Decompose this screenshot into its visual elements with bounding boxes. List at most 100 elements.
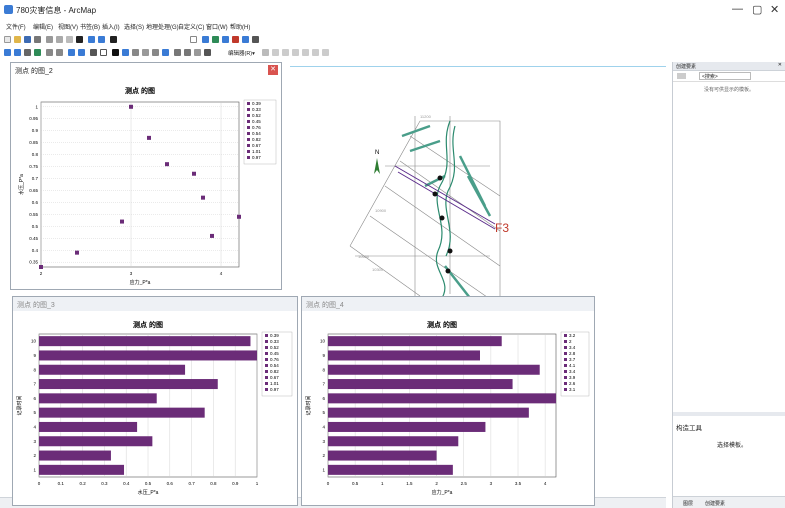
chart-window-titlebar[interactable]: 测点 的图_3 [13, 297, 297, 311]
close-button[interactable]: ✕ [770, 4, 780, 16]
new-icon[interactable] [4, 36, 11, 43]
fault-label: F3 [495, 221, 509, 235]
back-icon[interactable] [68, 49, 75, 56]
arctoolbox-icon[interactable] [242, 36, 249, 43]
hyperlink-icon[interactable] [132, 49, 139, 56]
legend-swatch [247, 126, 250, 129]
legend-entry: 0.82 [270, 369, 279, 374]
scale-dropdown[interactable] [190, 36, 197, 43]
print-icon[interactable] [34, 36, 41, 43]
attributes-icon[interactable] [312, 49, 319, 56]
rotate-tool-icon[interactable] [302, 49, 309, 56]
find-route-icon[interactable] [174, 49, 181, 56]
select-features-icon[interactable] [90, 49, 97, 56]
y-tick-label: 2 [322, 453, 325, 458]
menu-help[interactable]: 帮助(H) [230, 25, 251, 31]
go-to-xy-icon[interactable] [184, 49, 191, 56]
scatter-point [147, 135, 151, 140]
full-extent-icon[interactable] [34, 49, 41, 56]
time-slider-icon[interactable] [194, 49, 201, 56]
legend-entry: 0.33 [270, 339, 279, 344]
chart-window-bar-1[interactable]: 测点 的图_3 测点 的图 水压_P*a 记录时间 0 0.1 0.2 0.3 0.4 0.5 0… [12, 296, 298, 506]
chart-window-titlebar[interactable]: 测点 的图_2 ✕ [11, 63, 281, 77]
menu-insert[interactable]: 插入(I) [102, 25, 120, 31]
template-search-input[interactable]: <搜索> [699, 72, 751, 80]
editor-menu[interactable]: 编辑器(R)▾ [228, 51, 255, 57]
open-icon[interactable] [14, 36, 21, 43]
menu-customize[interactable]: 自定义(C) [178, 25, 205, 31]
sketch-properties-icon[interactable] [322, 49, 329, 56]
create-viewer-icon[interactable] [204, 49, 211, 56]
catalog-icon[interactable] [222, 36, 229, 43]
legend-swatch [564, 370, 567, 373]
clear-selection-icon[interactable] [100, 49, 107, 56]
tab-layers[interactable]: 图层 [683, 501, 694, 507]
panel-close-icon[interactable]: ✕ [777, 62, 782, 68]
redo-icon[interactable] [98, 36, 105, 43]
panel-splitter[interactable] [673, 412, 785, 416]
chart-window-titlebar[interactable]: 测点 的图_4 [302, 297, 594, 311]
menu-view[interactable]: 视图(V) [58, 25, 78, 31]
search-window-icon[interactable] [232, 36, 239, 43]
fixed-zoom-in-icon[interactable] [46, 49, 53, 56]
minimize-button[interactable]: — [732, 3, 743, 15]
y-tick-label: 6 [322, 396, 325, 401]
identify-icon[interactable] [122, 49, 129, 56]
panel-title: 创建要素 [676, 64, 697, 70]
title-bar: 780灾害信息 - ArcMap — ▢ ✕ [0, 0, 785, 20]
legend-swatch [564, 352, 567, 355]
legend-entry: 2 [569, 339, 572, 344]
chart-window-title: 测点 的图_3 [17, 302, 55, 309]
bar [39, 450, 111, 461]
zoom-out-icon[interactable] [14, 49, 21, 56]
chart-window-bar-2[interactable]: 测点 的图_4 测点 的图 应力_P*a 记录时间 0 0.5 1 1.5 2 2.5 3 3.5 4… [301, 296, 595, 506]
filter-icon[interactable] [677, 73, 686, 79]
measure-icon[interactable] [152, 49, 159, 56]
paste-icon[interactable] [66, 36, 73, 43]
y-tick-label: 2 [33, 453, 36, 458]
y-tick-label: 3 [322, 439, 325, 444]
trace-icon[interactable] [282, 49, 289, 56]
y-tick-label: 5 [322, 410, 325, 415]
menu-bookmarks[interactable]: 书签(B) [80, 25, 100, 31]
zoom-in-icon[interactable] [4, 49, 11, 56]
html-popup-icon[interactable] [142, 49, 149, 56]
delete-icon[interactable] [76, 36, 83, 43]
menu-geoprocessing[interactable]: 地理处理(G) [146, 25, 179, 31]
close-icon[interactable]: ✕ [268, 65, 278, 75]
copy-icon[interactable] [56, 36, 63, 43]
editor-toolbar-icon[interactable] [202, 36, 209, 43]
menu-selection[interactable]: 选择(S) [124, 25, 144, 31]
no-templates-message: 没有可供显示的模板。 [703, 87, 754, 93]
select-elements-icon[interactable] [112, 49, 119, 56]
panel-header: 创建要素 ✕ [673, 62, 785, 71]
x-tick-label: 0.5 [352, 481, 359, 486]
cut-icon[interactable] [46, 36, 53, 43]
menu-edit[interactable]: 编辑(E) [33, 25, 53, 31]
edit-tool-icon[interactable] [262, 49, 269, 56]
find-icon[interactable] [162, 49, 169, 56]
fixed-zoom-out-icon[interactable] [56, 49, 63, 56]
undo-icon[interactable] [88, 36, 95, 43]
legend-entry: 0.76 [252, 125, 261, 130]
legend-swatch [564, 358, 567, 361]
maximize-button[interactable]: ▢ [752, 4, 763, 16]
forward-icon[interactable] [78, 49, 85, 56]
split-tool-icon[interactable] [292, 49, 299, 56]
x-tick-label: 0.8 [210, 481, 217, 486]
pan-icon[interactable] [24, 49, 31, 56]
save-icon[interactable] [24, 36, 31, 43]
table-of-contents-icon[interactable] [212, 36, 219, 43]
chart-window-scatter[interactable]: 测点 的图_2 ✕ 测点 的图 应力_P*a 水压_P*a 2 3 4 0.35 0.4 0.4… [10, 62, 282, 290]
add-data-icon[interactable] [110, 36, 117, 43]
python-icon[interactable] [252, 36, 259, 43]
legend-swatch [265, 334, 268, 337]
tab-create-features[interactable]: 创建要素 [705, 501, 726, 507]
bar [328, 436, 459, 447]
straight-segment-icon[interactable] [272, 49, 279, 56]
menu-file[interactable]: 文件(F) [6, 25, 26, 31]
y-tick-label: 4 [33, 424, 36, 429]
menu-window[interactable]: 窗口(W) [206, 25, 228, 31]
legend-entry: 0.45 [252, 119, 261, 124]
bar [39, 364, 186, 375]
